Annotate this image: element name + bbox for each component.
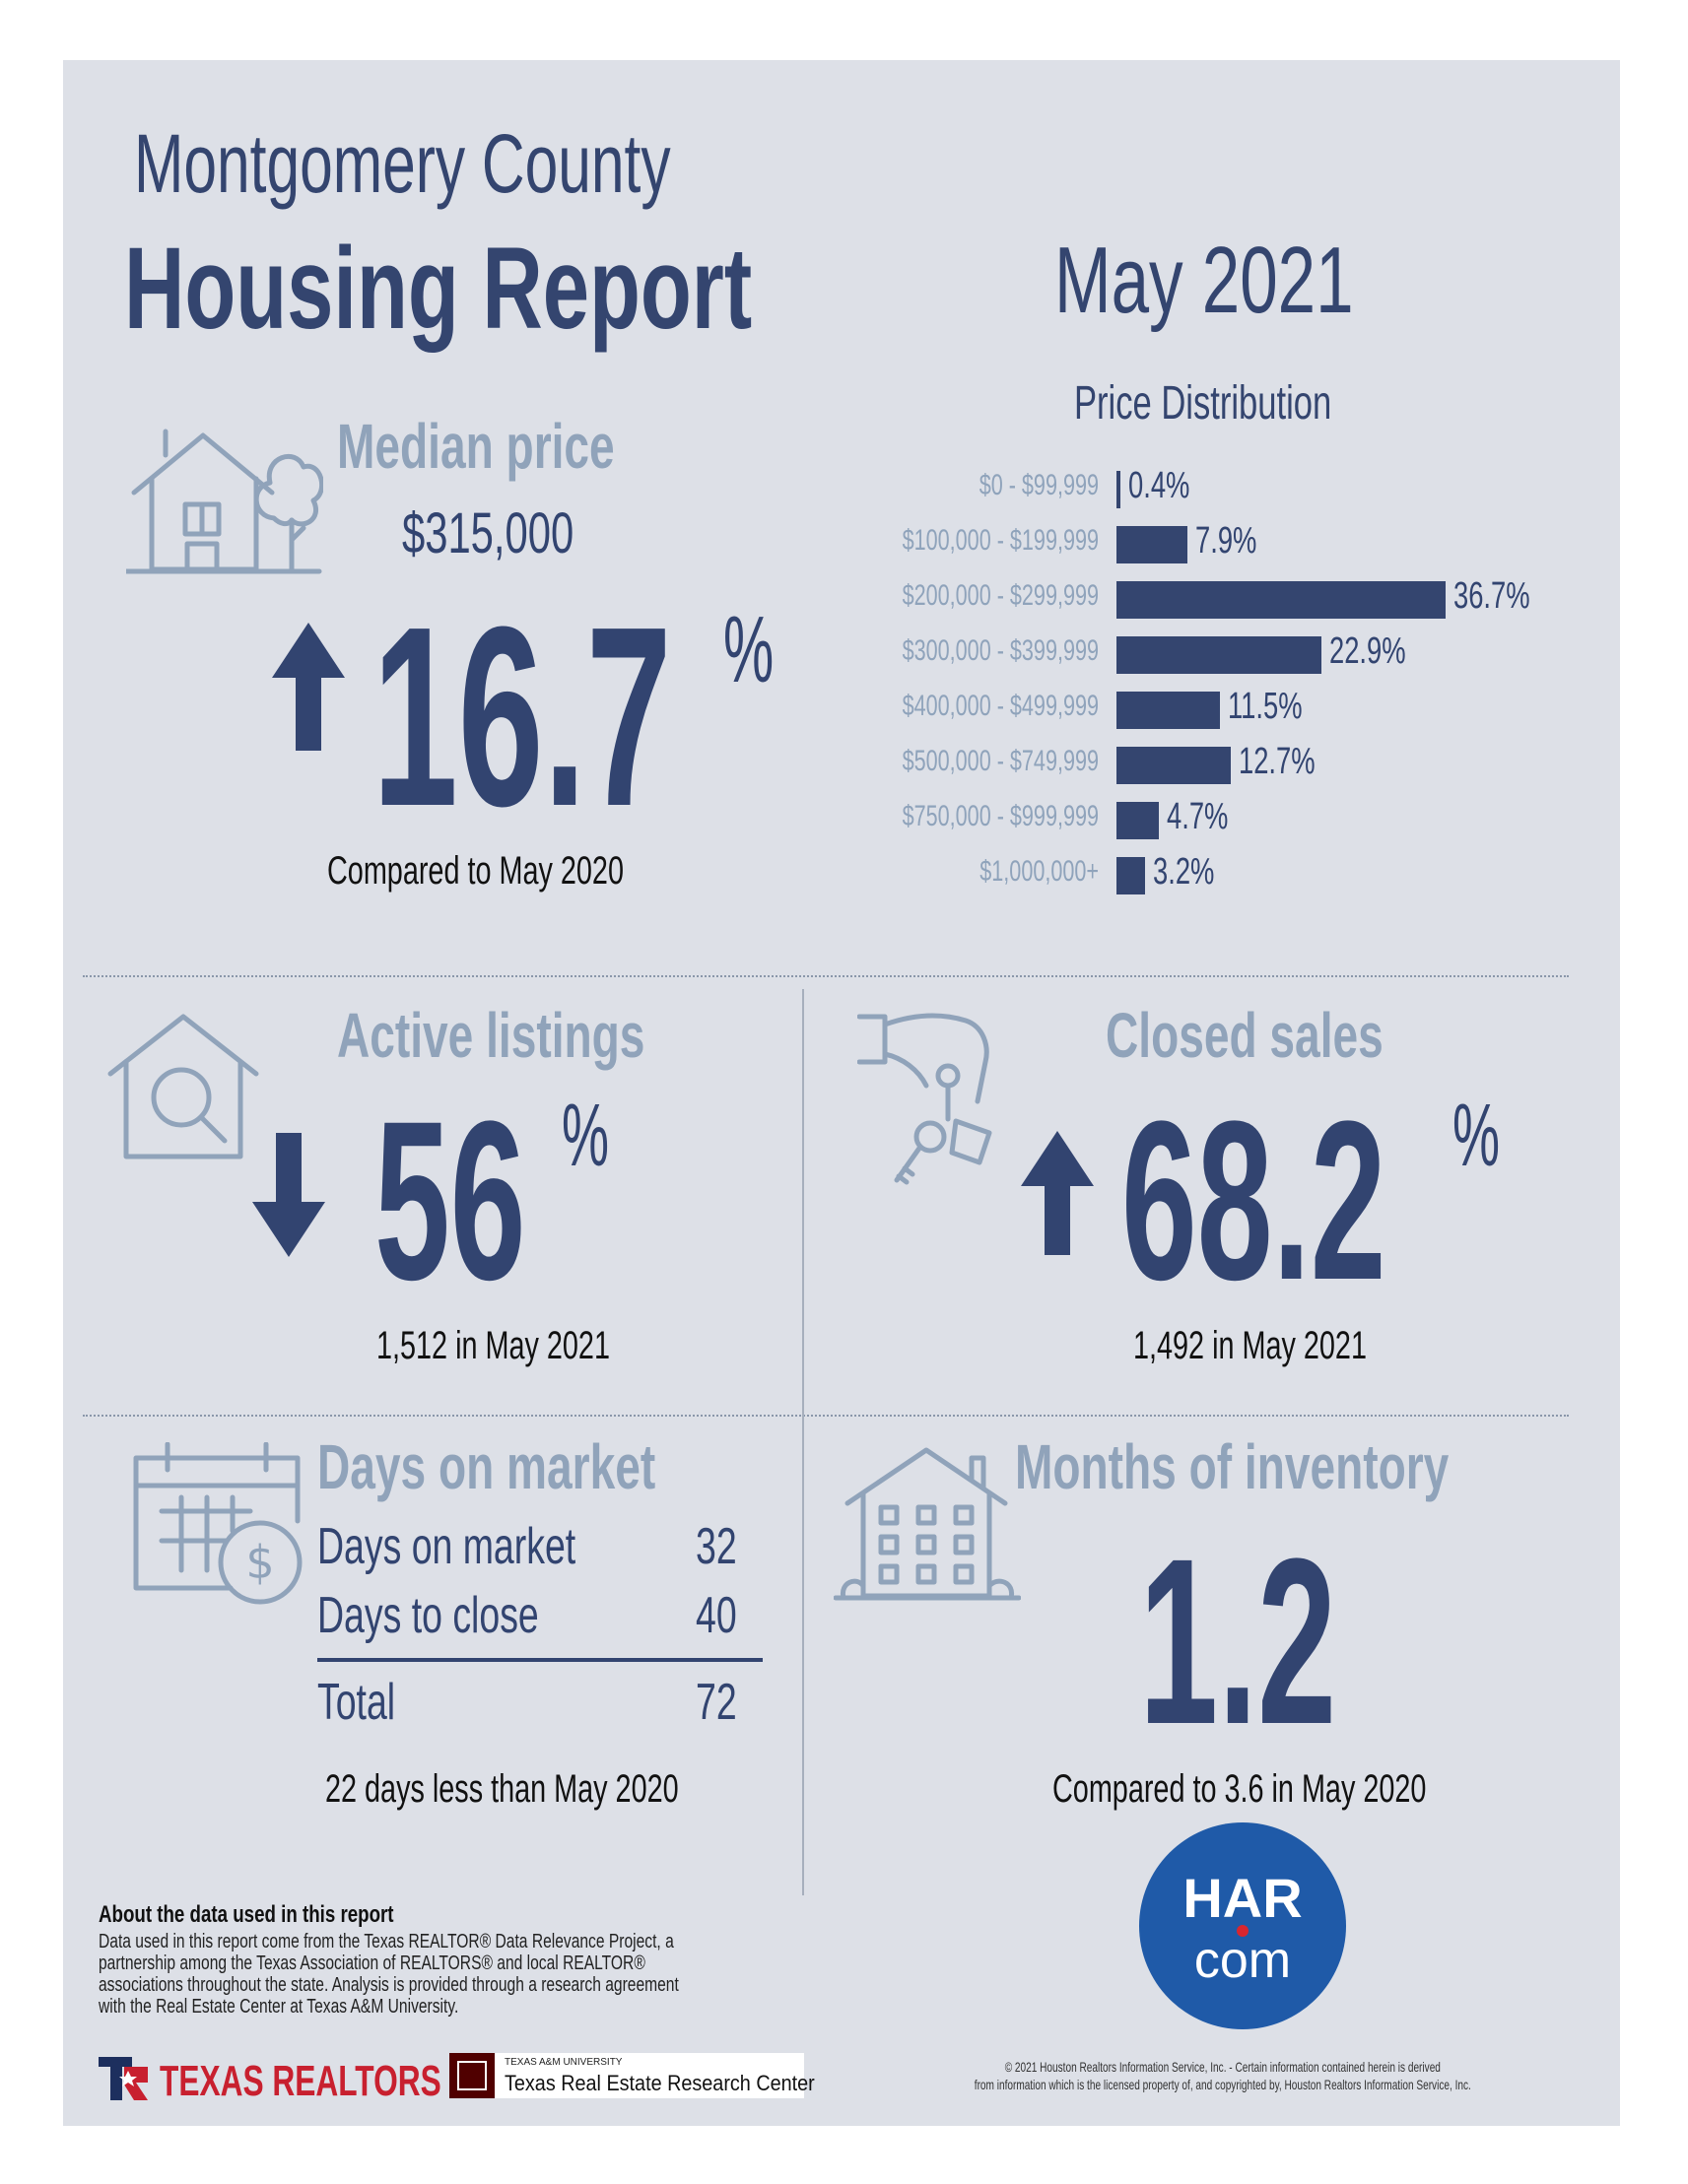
active-listings-percent: %	[562, 1087, 610, 1185]
median-price-change: 16.7	[372, 574, 672, 860]
har-logo[interactable]: HAR com	[1139, 1822, 1346, 2029]
arrow-up-icon-2	[1021, 1131, 1094, 1255]
har-logo-dot	[1237, 1925, 1249, 1937]
price-distribution-title: Price Distribution	[1074, 377, 1332, 430]
arrow-down-icon	[252, 1133, 325, 1257]
price-band-bar	[1116, 581, 1446, 619]
dom-total-label: Total	[317, 1674, 396, 1731]
price-band-label: $300,000 - $399,999	[902, 634, 1099, 667]
price-band-value: 0.4%	[1127, 465, 1189, 506]
vertical-divider	[802, 989, 804, 1895]
price-band-value: 12.7%	[1238, 741, 1316, 782]
price-band-label: $100,000 - $199,999	[902, 524, 1099, 557]
price-band-label: $200,000 - $299,999	[902, 579, 1099, 612]
active-listings-caption: 1,512 in May 2021	[376, 1324, 610, 1367]
closed-sales-caption: 1,492 in May 2021	[1133, 1324, 1367, 1367]
about-heading: About the data used in this report	[99, 1901, 394, 1928]
divider-2	[83, 1415, 1569, 1417]
calendar-dollar-icon: $	[133, 1442, 303, 1605]
days-on-market-heading: Days on market	[317, 1431, 656, 1502]
dom-row-value-1: 32	[696, 1518, 737, 1575]
copyright-line-1: © 2021 Houston Realtors Information Serv…	[1004, 2059, 1441, 2075]
dollar-glyph: $	[245, 1536, 274, 1589]
tamu-small: TEXAS A&M UNIVERSITY	[505, 2057, 623, 2068]
price-band-bar	[1116, 471, 1120, 508]
house-tree-icon	[126, 429, 323, 574]
months-inventory-heading: Months of inventory	[1015, 1431, 1450, 1502]
price-band-label: $1,000,000+	[979, 855, 1099, 888]
price-band-value: 22.9%	[1329, 630, 1406, 672]
price-band-bar	[1116, 857, 1146, 894]
months-inventory-value: 1.2	[1139, 1509, 1337, 1773]
building-icon	[834, 1447, 1021, 1601]
tamu-logo: TEXAS A&M UNIVERSITY Texas Real Estate R…	[449, 2053, 815, 2098]
closed-sales-percent: %	[1452, 1087, 1501, 1185]
price-band-value: 36.7%	[1453, 575, 1530, 617]
copyright-block: © 2021 Houston Realtors Information Serv…	[946, 2059, 1498, 2098]
report-panel	[63, 60, 1620, 2126]
price-band-label: $750,000 - $999,999	[902, 800, 1099, 832]
median-price-caption: Compared to May 2020	[327, 849, 624, 893]
house-search-icon	[107, 1014, 259, 1159]
active-listings-change: 56	[374, 1074, 526, 1327]
price-band-value: 3.2%	[1153, 851, 1215, 893]
days-on-market-caption: 22 days less than May 2020	[325, 1767, 679, 1811]
active-listings-heading: Active listings	[337, 1000, 645, 1071]
price-band-label: $400,000 - $499,999	[902, 690, 1099, 722]
price-band-bar	[1116, 636, 1322, 674]
tamu-mark-inner	[457, 2061, 487, 2090]
price-band-label: $0 - $99,999	[979, 469, 1099, 501]
report-title: Housing Report	[124, 224, 753, 354]
median-price-value: $315,000	[402, 501, 574, 565]
har-logo-top: HAR	[1182, 1867, 1303, 1929]
price-band-value: 4.7%	[1166, 796, 1229, 837]
price-band-bar	[1116, 802, 1159, 839]
dom-row-label-2: Days to close	[317, 1587, 539, 1644]
dom-total-value: 72	[696, 1674, 737, 1731]
price-band-label: $500,000 - $749,999	[902, 745, 1099, 777]
median-price-heading: Median price	[337, 411, 615, 482]
dom-row-value-2: 40	[696, 1587, 737, 1644]
hand-keys-icon	[857, 1013, 992, 1185]
har-logo-bottom: com	[1193, 1932, 1292, 1989]
closed-sales-change: 68.2	[1121, 1074, 1386, 1327]
median-price-percent: %	[723, 597, 775, 702]
price-band-bar	[1116, 692, 1220, 729]
texas-realtors-logo-text: TEXAS REALTORS	[160, 2057, 441, 2105]
tamu-mark	[449, 2053, 495, 2098]
price-band-value: 7.9%	[1194, 520, 1257, 562]
about-body: Data used in this report come from the T…	[99, 1931, 679, 2018]
county-title: Montgomery County	[134, 117, 671, 210]
dom-row-label-1: Days on market	[317, 1518, 576, 1575]
price-band-value: 11.5%	[1227, 686, 1303, 727]
closed-sales-heading: Closed sales	[1106, 1000, 1384, 1071]
divider-1	[83, 975, 1569, 977]
dom-total-rule	[317, 1658, 763, 1662]
report-month: May 2021	[1054, 228, 1354, 333]
tamu-center: Texas Real Estate Research Center	[505, 2071, 815, 2095]
copyright-line-2: from information which is the licensed p…	[974, 2077, 1471, 2092]
price-band-bar	[1116, 526, 1187, 563]
arrow-up-icon	[272, 623, 345, 751]
months-inventory-caption: Compared to 3.6 in May 2020	[1052, 1767, 1427, 1811]
price-band-bar	[1116, 747, 1231, 784]
texas-realtors-mark	[99, 2057, 148, 2100]
